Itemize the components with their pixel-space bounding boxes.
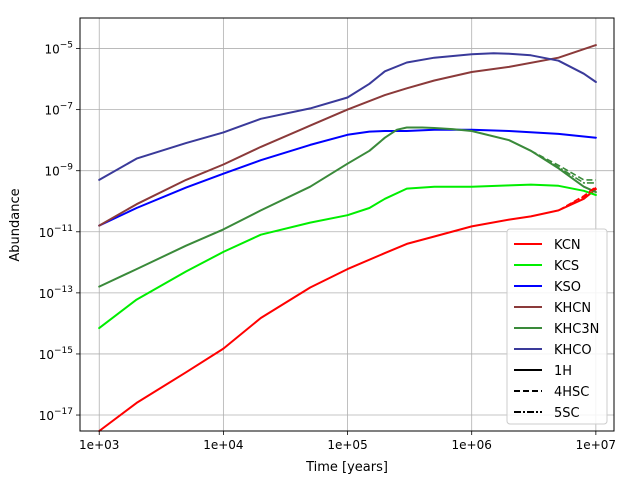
series-line-khcn xyxy=(98,44,597,227)
variant-line-kcn-5sc xyxy=(558,186,597,212)
y-tick-label: 10−13 xyxy=(39,285,73,301)
y-tick-label: 10−7 xyxy=(44,102,73,118)
y-tick-label: 10−17 xyxy=(39,407,73,423)
series-line-kcs xyxy=(98,183,597,330)
y-tick-label: 10−9 xyxy=(44,163,73,179)
series-line-kcn xyxy=(98,188,597,432)
x-tick-label: 1e+07 xyxy=(576,438,616,452)
legend-label-kcs: KCS xyxy=(554,259,579,274)
x-axis-label: Time [years] xyxy=(305,460,388,475)
variant-line-khc3n-4hsc xyxy=(530,150,596,181)
legend: KCN KCS KSO KHCN KHC3N KHCO 1H 4HSC 5SC xyxy=(506,228,608,425)
plot-frame xyxy=(79,17,615,432)
y-tick-label: 10−5 xyxy=(44,41,73,57)
y-tick-label: 10−11 xyxy=(39,224,73,240)
x-tick-label: 1e+04 xyxy=(203,438,243,452)
series-lines xyxy=(98,44,597,432)
legend-label-5sc: 5SC xyxy=(554,406,580,421)
y-tick-label: 10−15 xyxy=(39,346,73,362)
series-line-khco xyxy=(98,52,597,181)
x-axis: 1e+03 1e+04 1e+05 1e+06 1e+07 xyxy=(79,431,616,452)
y-axis-label: Abundance xyxy=(8,188,23,261)
x-tick-label: 1e+06 xyxy=(452,438,492,452)
legend-label-kso: KSO xyxy=(554,280,581,295)
legend-label-khco: KHCO xyxy=(554,343,592,358)
legend-box xyxy=(506,228,608,425)
legend-label-4hsc: 4HSC xyxy=(554,385,589,400)
variant-line-khc3n-5sc xyxy=(530,150,596,184)
legend-label-khcn: KHCN xyxy=(554,301,591,316)
x-tick-label: 1e+05 xyxy=(327,438,367,452)
series-line-kso xyxy=(98,128,597,227)
legend-label-khc3n: KHC3N xyxy=(554,322,599,337)
x-tick-label: 1e+03 xyxy=(79,438,119,452)
legend-label-kcn: KCN xyxy=(554,238,581,253)
y-axis: 10−17 10−15 10−13 10−11 10−9 10−7 10−5 xyxy=(39,41,80,423)
series-line-khc3n xyxy=(98,126,597,288)
grid xyxy=(80,18,614,431)
legend-label-1h: 1H xyxy=(554,364,572,379)
